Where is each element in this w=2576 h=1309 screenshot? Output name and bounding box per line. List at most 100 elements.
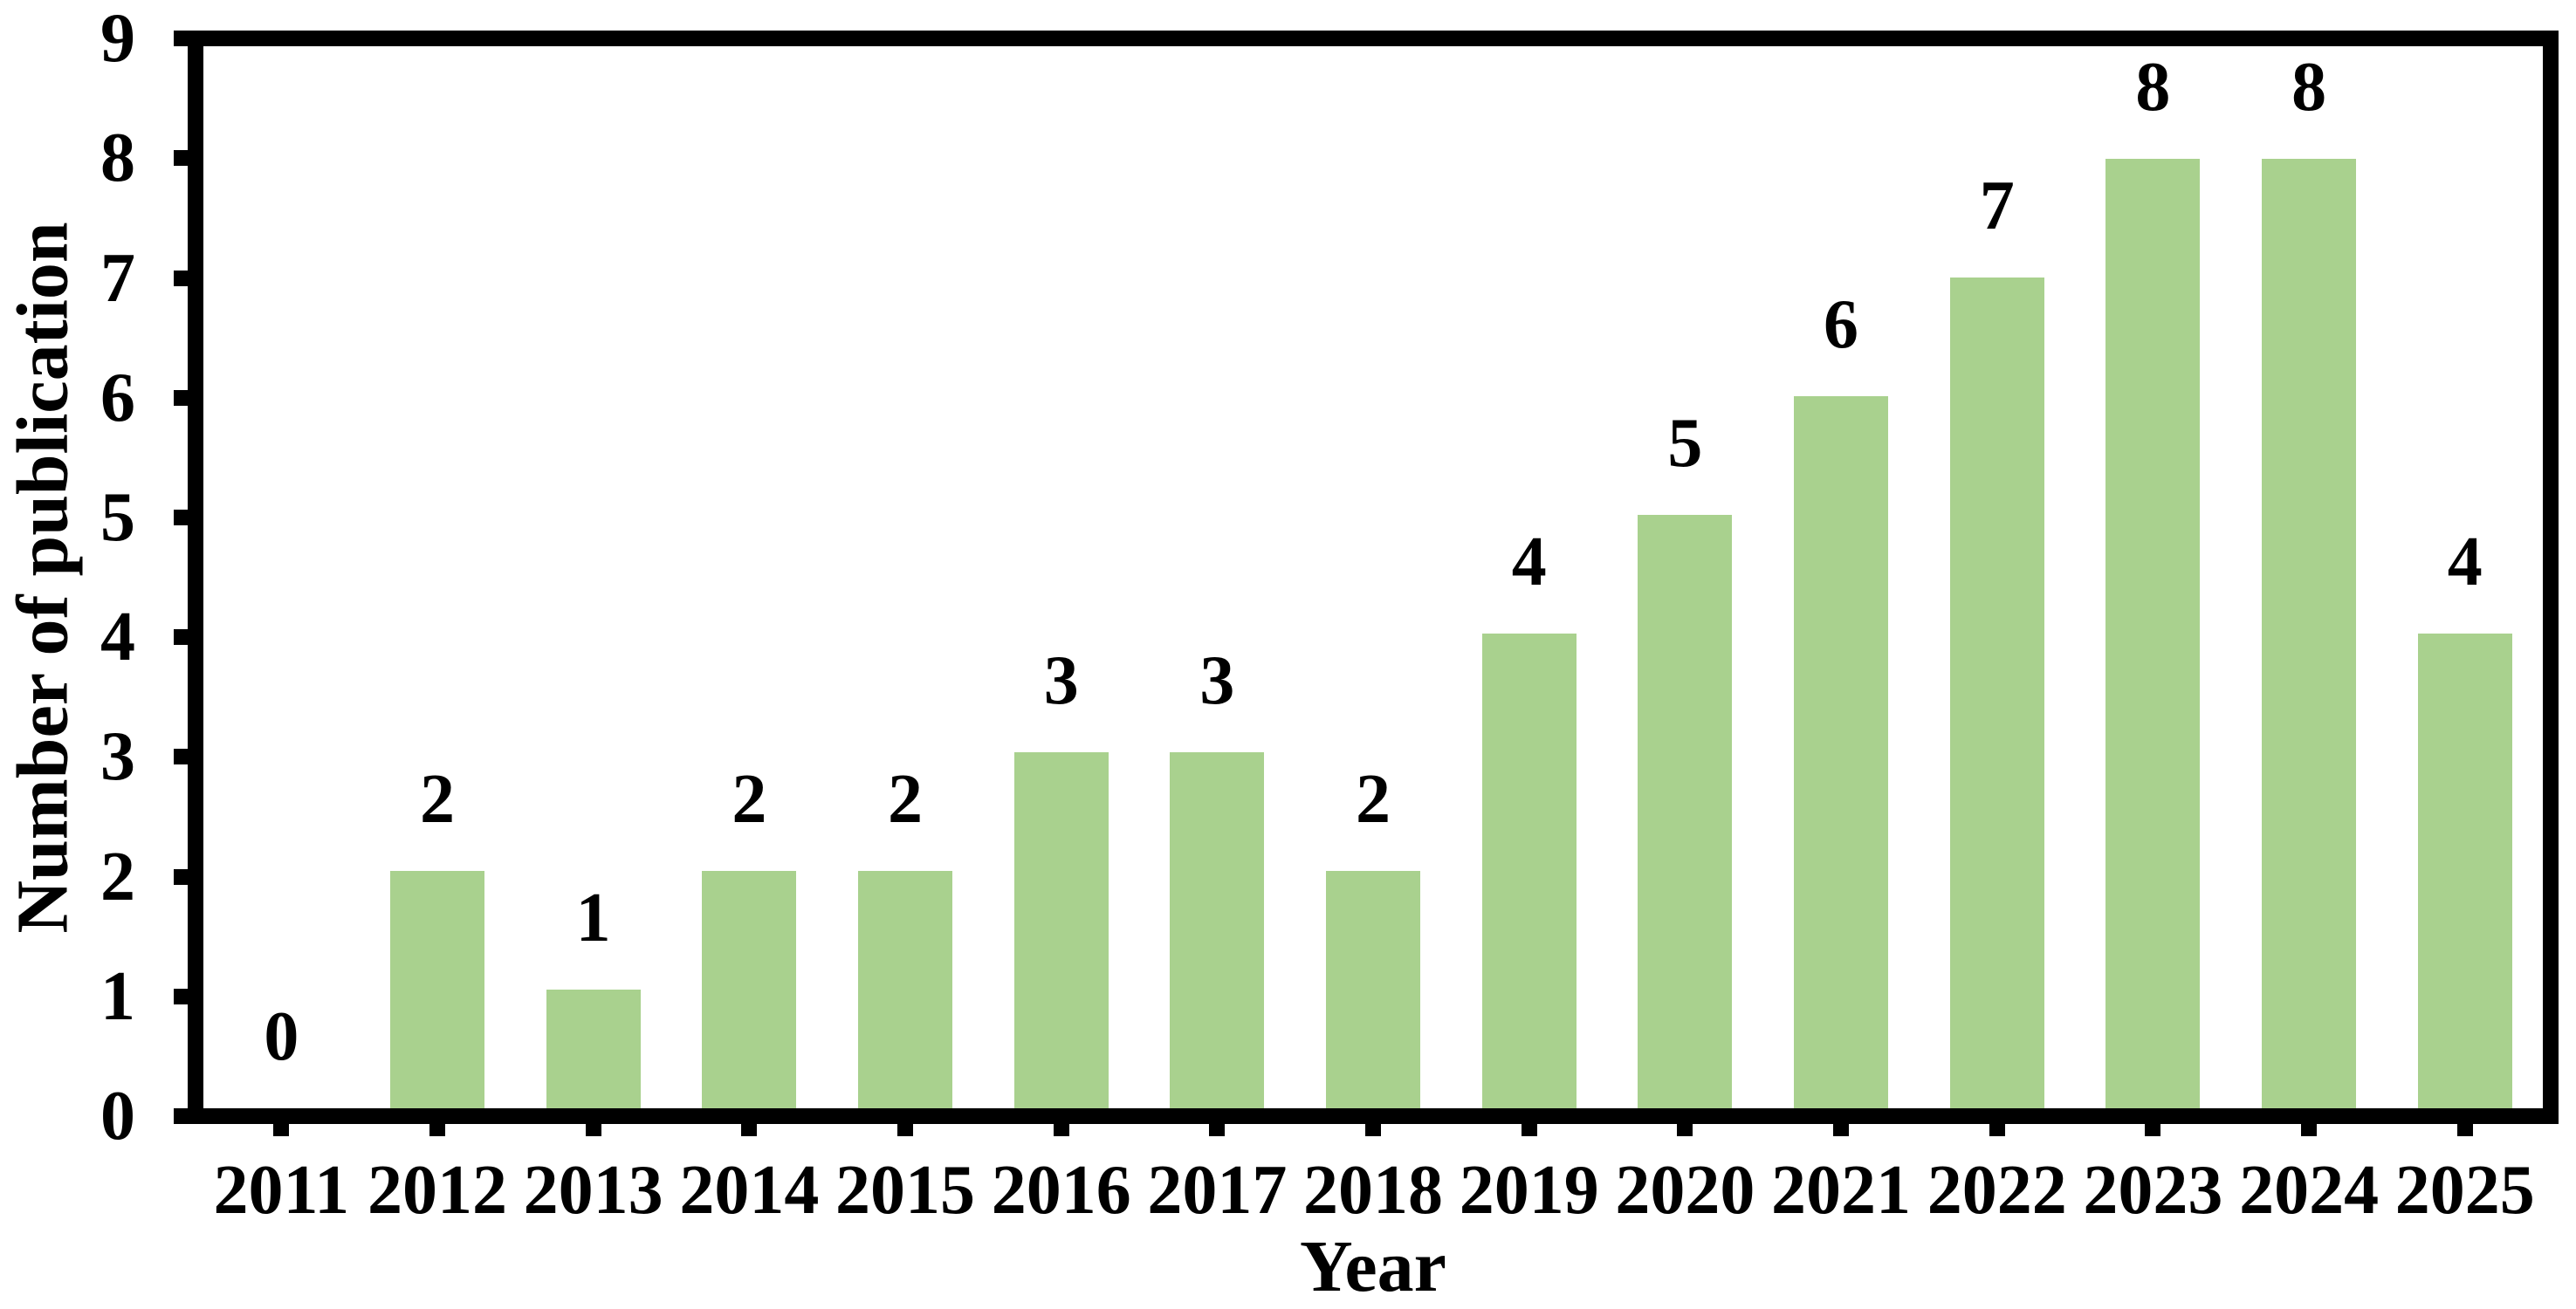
x-tick-slot-2016 <box>983 1124 1139 1136</box>
y-tick-label-1: 1 <box>100 957 135 1035</box>
bar-2012 <box>390 871 484 1108</box>
bar-2022 <box>1949 278 2044 1108</box>
bar-2016 <box>1013 752 1109 1108</box>
bar-slot-2019: 4 <box>1451 46 1607 1108</box>
bar-value-label-2013: 1 <box>575 880 611 956</box>
bar-value-label-2014: 2 <box>732 761 767 838</box>
bar-slot-2022: 7 <box>1919 46 2075 1108</box>
bar-slot-2012: 2 <box>360 46 516 1108</box>
x-tick-slot-2015 <box>828 1124 984 1136</box>
y-tick-3 <box>174 749 188 765</box>
x-tick-label-2022: 2022 <box>1927 1152 2067 1229</box>
bar-value-label-2012: 2 <box>420 761 455 838</box>
bar-2017 <box>1170 752 1265 1108</box>
x-tick-slot-2021 <box>1763 1124 1920 1136</box>
x-axis-tick-labels: 2011 2012 2013 2014 2015 2016 2017 2018 2019 2020… <box>203 1155 2543 1225</box>
bar-value-label-2017: 3 <box>1199 642 1235 719</box>
x-tick-2020 <box>1677 1124 1693 1136</box>
x-tick-label-2017: 2017 <box>1147 1152 1288 1229</box>
bar-slot-2015: 2 <box>828 46 984 1108</box>
bar-value-label-2025: 4 <box>2447 524 2483 600</box>
bar-slot-2023: 8 <box>2075 46 2231 1108</box>
bar-value-label-2020: 5 <box>1667 405 1703 482</box>
x-tick-2017 <box>1209 1124 1226 1136</box>
bar-2020 <box>1638 515 1733 1108</box>
bar-slot-2025: 4 <box>2387 46 2543 1108</box>
x-tick-2015 <box>897 1124 914 1136</box>
y-tick-7 <box>174 270 188 286</box>
bar-slot-2011: 0 <box>203 46 360 1108</box>
bar-value-label-2022: 7 <box>1979 168 2015 244</box>
x-tick-label-2025: 2025 <box>2394 1152 2535 1229</box>
bar-slot-2013: 1 <box>515 46 671 1108</box>
x-tick-label-2016: 2016 <box>991 1152 1131 1229</box>
y-tick-label-0: 0 <box>100 1078 135 1155</box>
bar-slot-2021: 6 <box>1763 46 1920 1108</box>
y-tick-9 <box>174 31 188 47</box>
x-tick-slot-2022 <box>1919 1124 2075 1136</box>
x-tick-2016 <box>1053 1124 1069 1136</box>
x-tick-slot-2019 <box>1451 1124 1607 1136</box>
bar-slot-2018: 2 <box>1295 46 1452 1108</box>
y-tick-2 <box>174 868 188 885</box>
y-tick-8 <box>174 150 188 167</box>
x-tick-2019 <box>1521 1124 1537 1136</box>
bar-value-label-2016: 3 <box>1043 642 1079 719</box>
x-axis-title: Year <box>1300 1226 1446 1307</box>
x-tick-2023 <box>2145 1124 2161 1136</box>
x-tick-slot-2013 <box>515 1124 671 1136</box>
x-tick-label-2023: 2023 <box>2083 1152 2223 1229</box>
x-tick-2018 <box>1365 1124 1382 1136</box>
bars-row: 0 2 1 2 2 3 3 2 4 5 6 7 8 8 4 <box>203 46 2543 1108</box>
x-tick-slot-2011 <box>203 1124 360 1136</box>
x-tick-label-2019: 2019 <box>1459 1152 1599 1229</box>
bar-value-label-2015: 2 <box>888 761 924 838</box>
bar-value-label-2021: 6 <box>1824 286 1859 363</box>
bar-2015 <box>858 871 953 1108</box>
x-tick-2014 <box>741 1124 758 1136</box>
bar-2013 <box>546 990 641 1108</box>
y-tick-6 <box>174 389 188 406</box>
x-tick-slot-2023 <box>2075 1124 2231 1136</box>
x-tick-label-2020: 2020 <box>1615 1152 1755 1229</box>
y-tick-label-8: 8 <box>100 120 135 197</box>
y-tick-label-4: 4 <box>100 599 135 676</box>
y-tick-5 <box>174 510 188 525</box>
y-tick-label-2: 2 <box>100 838 135 915</box>
y-tick-label-3: 3 <box>100 718 135 796</box>
bar-2019 <box>1481 634 1577 1108</box>
y-tick-label-6: 6 <box>100 359 135 436</box>
bar-slot-2017: 3 <box>1139 46 1295 1108</box>
x-axis-ticks <box>203 1124 2543 1136</box>
x-tick-label-2011: 2011 <box>213 1152 350 1229</box>
bar-value-label-2018: 2 <box>1356 761 1391 838</box>
x-tick-label-2015: 2015 <box>835 1152 976 1229</box>
x-tick-2021 <box>1833 1124 1850 1136</box>
x-tick-2022 <box>1989 1124 2005 1136</box>
x-tick-label-2012: 2012 <box>368 1152 507 1229</box>
bar-slot-2014: 2 <box>671 46 828 1108</box>
bar-slot-2020: 5 <box>1607 46 1763 1108</box>
bar-value-label-2019: 4 <box>1511 524 1547 600</box>
y-tick-1 <box>174 988 188 1004</box>
x-tick-2024 <box>2301 1124 2318 1136</box>
bar-slot-2024: 8 <box>2231 46 2387 1108</box>
x-tick-label-2018: 2018 <box>1303 1152 1444 1229</box>
x-tick-slot-2020 <box>1607 1124 1763 1136</box>
plot-area-frame <box>188 31 2559 1124</box>
x-tick-slot-2018 <box>1295 1124 1452 1136</box>
bar-slot-2016: 3 <box>983 46 1139 1108</box>
x-tick-2025 <box>2456 1124 2473 1136</box>
y-axis-title: Number of publication <box>3 221 85 934</box>
y-tick-label-7: 7 <box>100 239 135 317</box>
x-tick-slot-2025 <box>2387 1124 2543 1136</box>
x-tick-2011 <box>273 1124 290 1136</box>
bar-value-label-2023: 8 <box>2135 49 2171 126</box>
bar-2025 <box>2417 634 2512 1108</box>
x-tick-label-2024: 2024 <box>2239 1152 2380 1229</box>
x-tick-slot-2014 <box>671 1124 828 1136</box>
x-tick-slot-2012 <box>360 1124 516 1136</box>
y-tick-label-9: 9 <box>100 0 135 78</box>
x-tick-slot-2024 <box>2231 1124 2387 1136</box>
